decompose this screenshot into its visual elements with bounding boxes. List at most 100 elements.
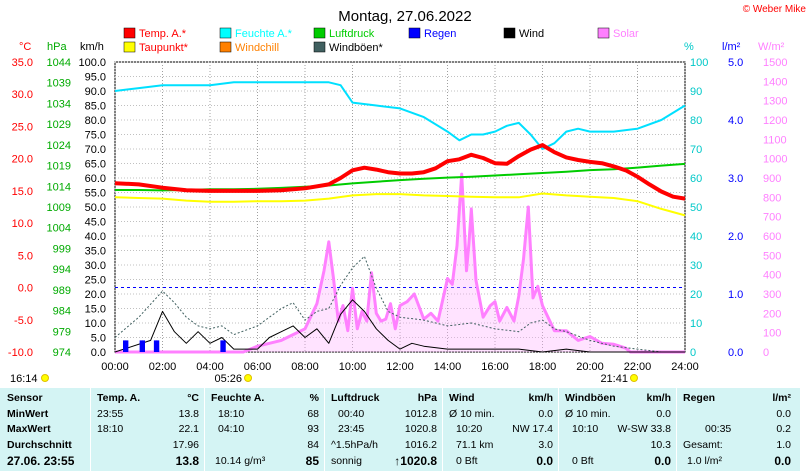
rain-bar	[156, 340, 160, 352]
gust-now-value: 0.0	[654, 454, 671, 468]
pressure-min-time: 00:40	[338, 408, 365, 420]
solar-unit: W/m²	[758, 41, 785, 53]
wind-tick: 25.0	[85, 275, 106, 287]
sunset-label: 21:41	[600, 373, 628, 385]
x-tick-label: 02:00	[149, 361, 177, 373]
solar-tick: 1500	[763, 57, 787, 69]
pressure-tick: 1029	[47, 119, 71, 131]
credit-label: © Weber Mike	[743, 4, 807, 15]
temp-tick: 15.0	[12, 186, 33, 198]
solar-tick: 1100	[763, 134, 787, 146]
x-tick-label: 06:00	[244, 361, 272, 373]
humidity-tick: 30	[690, 260, 702, 272]
stats-gust-column: Windböen km/h Ø 10 min. 0.0 10:10 W-SW 3…	[558, 388, 677, 471]
pressure-max-time: 23:45	[338, 423, 365, 435]
wind-distance: 71.1 km	[456, 439, 494, 451]
x-tick-label: 08:00	[291, 361, 319, 373]
rain-unit: l/m²	[772, 392, 791, 404]
wind-max-time: 10:20	[456, 423, 483, 435]
label-now: 27.06. 23:55	[7, 454, 75, 468]
legend-swatch	[503, 27, 516, 39]
humidity-header: Feuchte A.	[211, 392, 265, 404]
gust-header: Windböen	[565, 392, 616, 404]
x-tick-label: 24:00	[671, 361, 699, 373]
wind-tick: 70.0	[85, 144, 106, 156]
temp-tick: 20.0	[12, 154, 33, 166]
humidity-min-value: 68	[307, 408, 319, 420]
pressure-unit: hPa	[417, 392, 437, 404]
rain-bar	[220, 340, 224, 352]
humidity-tick: 90	[690, 86, 702, 98]
pressure-avg-value: 1016.2	[404, 439, 437, 451]
rain-bar	[123, 340, 126, 352]
stats-temp-column: Temp. A. °C 23:55 13.8 18:10 22.1 17.96 …	[90, 388, 205, 471]
wind-tick: 10.0	[85, 318, 106, 330]
gust-min-value: 0.0	[656, 408, 671, 420]
solar-tick: 1200	[763, 115, 787, 127]
solar-line	[115, 172, 685, 354]
pressure-tick: 1019	[47, 161, 71, 173]
sunrise-label: 05:26	[215, 373, 243, 385]
x-tick-label: 16:00	[481, 361, 509, 373]
gust-avg-value: 10.3	[650, 439, 671, 451]
rain-unit: l/m²	[722, 41, 741, 53]
humidity-unit: %	[684, 41, 694, 53]
gust-max-value: W-SW 33.8	[617, 423, 671, 435]
temp-unit: °C	[19, 41, 31, 53]
label-min: MinWert	[7, 408, 49, 420]
wind-tick: 75.0	[85, 130, 106, 142]
x-tick-label: 18:00	[529, 361, 557, 373]
pressure-tick: 1039	[47, 78, 71, 90]
x-tick-label: 00:00	[101, 361, 129, 373]
legend-swatch	[597, 27, 610, 39]
wind-tick: 95.0	[85, 72, 106, 84]
wind-tick: 45.0	[85, 217, 106, 229]
temp-avg-value: 17.96	[172, 439, 199, 451]
wind-tick: 90.0	[85, 86, 106, 98]
wind-tick: 65.0	[85, 159, 106, 171]
x-tick-label: 20:00	[576, 361, 604, 373]
rain-tick: 1.0	[728, 289, 743, 301]
temp-tick: 5.0	[18, 250, 33, 262]
rain-now-total: 1.0 l/m²	[687, 455, 723, 467]
pressure-forecast: sonnig	[331, 455, 362, 467]
humidity-now-label: 10.14 g/m³	[215, 455, 266, 467]
weather-chart: 35.0 30.0 25.0 20.0 15.0 10.0 5.0 0.0 -5.0 -10.0 1…	[8, 4, 807, 385]
rain-tick: 2.0	[728, 231, 743, 243]
pressure-tick: 1014	[47, 181, 71, 193]
sunrise-icon	[244, 374, 253, 382]
humidity-tick: 50	[690, 202, 702, 214]
solar-tick: 600	[763, 231, 781, 243]
pressure-tick: 984	[53, 306, 71, 318]
gust-min-label: Ø 10 min.	[565, 408, 611, 420]
wind-avg-value: 3.0	[538, 439, 553, 451]
rain-bar	[153, 340, 157, 352]
wind-tick: 35.0	[85, 246, 106, 258]
temp-tick: 0.0	[18, 283, 33, 295]
solar-tick: 800	[763, 192, 781, 204]
humidity-tick: 80	[690, 115, 702, 127]
pressure-tick: 974	[53, 347, 71, 359]
wind-tick: 5.0	[91, 333, 106, 345]
wind-tick: 80.0	[85, 115, 106, 127]
label-max: MaxWert	[7, 423, 51, 435]
temperature-line	[114, 143, 686, 201]
wind-tick: 60.0	[85, 173, 106, 185]
dewpoint-line	[114, 192, 686, 217]
pressure-tick: 1044	[47, 57, 71, 69]
pressure-tick: 994	[53, 264, 71, 276]
gust-unit: km/h	[646, 392, 671, 404]
gust-max-time: 10:10	[572, 423, 599, 435]
rain-tick: 3.0	[728, 173, 743, 185]
wind-unit: km/h	[528, 392, 553, 404]
solar-tick: 0	[763, 347, 769, 359]
wind-beaufort: 0 Bft	[456, 455, 478, 467]
legend-label: Luftdruck	[329, 28, 375, 40]
humidity-tick: 20	[690, 289, 702, 301]
rain-total-label: Gesamt:	[683, 439, 723, 451]
pressure-tick: 1004	[47, 223, 71, 235]
temp-min-time: 23:55	[97, 408, 124, 420]
temp-tick: 10.0	[12, 218, 33, 230]
pressure-tick: 989	[53, 285, 71, 297]
solar-tick: 1000	[763, 154, 787, 166]
